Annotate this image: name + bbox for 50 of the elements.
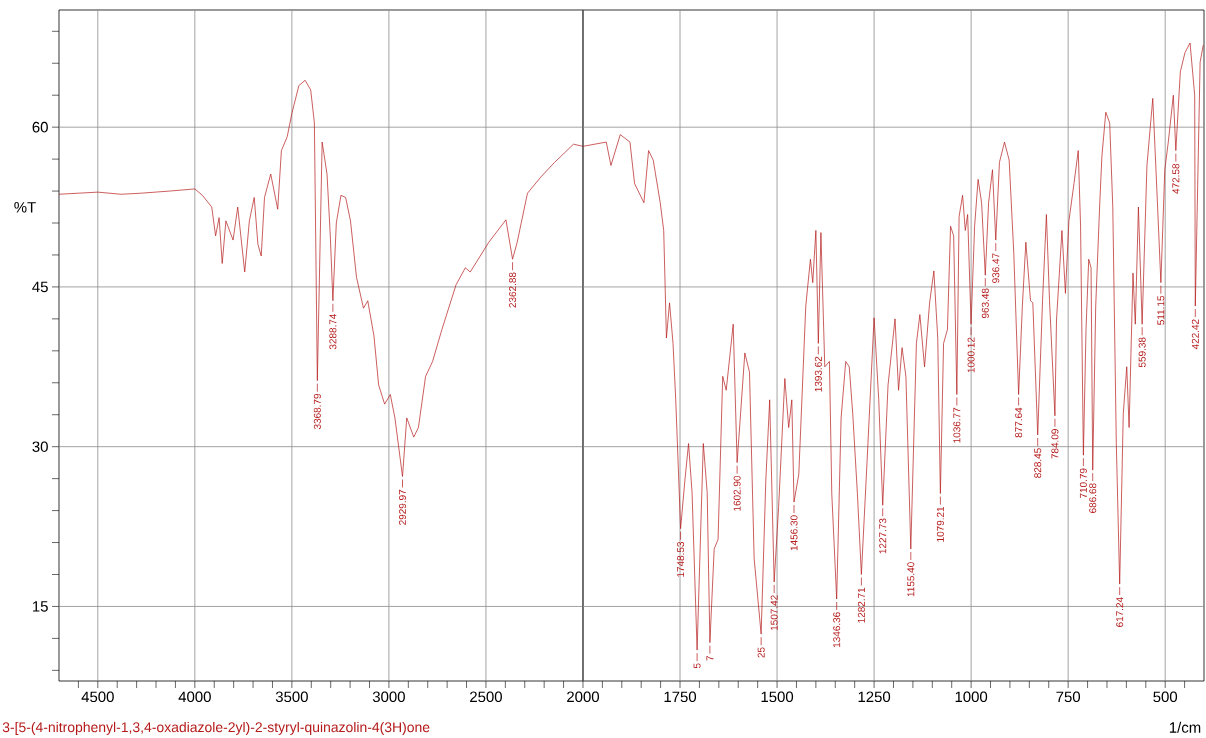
annotation: 963.48 [981,288,989,319]
annotation: 559.38 [1138,337,1146,368]
x-tick-label: 4000 [178,691,211,703]
annotation: 1079.21 [936,506,944,542]
x-tick-label: 500 [1153,691,1178,703]
annotation: 784.09 [1051,429,1059,459]
annotation: 1227.73 [879,518,887,554]
x-tick-label: 1250 [858,691,891,703]
annotation: 617.24 [1116,597,1124,627]
annotation: 828.45 [1034,448,1042,478]
x-tick-label: 3000 [372,691,405,703]
annotation: 1155.40 [907,562,915,597]
annotation: 1602.90 [733,475,741,511]
annotation: 25 [757,647,765,658]
x-axis-title: 1/cm [1169,721,1201,733]
annotation: 1393.62 [814,356,822,392]
annotation: 1748.53 [677,541,685,577]
x-tick-label: 1500 [761,691,794,703]
x-tick-label: 2500 [470,691,502,703]
x-tick-label: 750 [1056,691,1081,703]
x-tick-label: 1000 [955,691,988,703]
annotation: 877.64 [1015,407,1023,438]
annotation: 686.68 [1089,483,1097,513]
annotation: 1000.12 [967,337,975,373]
annotation: 472.58 [1172,163,1180,194]
annotation: 5 [693,663,701,669]
annotation: 2929.97 [398,489,407,525]
annotation: 422.42 [1191,319,1199,350]
text: 3-[5-(4-nitrophenyl-1,3,4-oxadiazole-2yl)-2-styryl-quinazolin-4(3H)one [2,721,430,735]
annotation: 511.15 [1157,295,1165,325]
x-tick-label: 1750 [664,691,697,703]
y-tick-label: 45 [32,281,48,293]
y-tick-label: 15 [32,601,48,612]
x-tick-label: 3500 [275,691,308,703]
annotation: 7 [706,656,714,661]
y-tick-label: 60 [32,121,48,133]
annotation: 3288.74 [329,313,337,350]
annotation: 936.47 [992,253,1000,283]
annotation: 1036.77 [953,407,961,443]
annotation: 2362.88 [509,272,517,308]
y-tick-label: 30 [32,441,48,452]
x-tick-label: 4500 [81,691,114,703]
x-tick-label: 2000 [567,691,600,703]
annotation: 1507.42 [770,595,778,631]
annotation: 3368.79 [313,393,321,430]
annotation: 1282.71 [857,587,865,623]
y-axis-title: %T [14,202,36,213]
annotation: 1346.36 [833,612,841,648]
annotation: 710.79 [1079,468,1087,499]
annotation: 1456.30 [790,515,798,551]
